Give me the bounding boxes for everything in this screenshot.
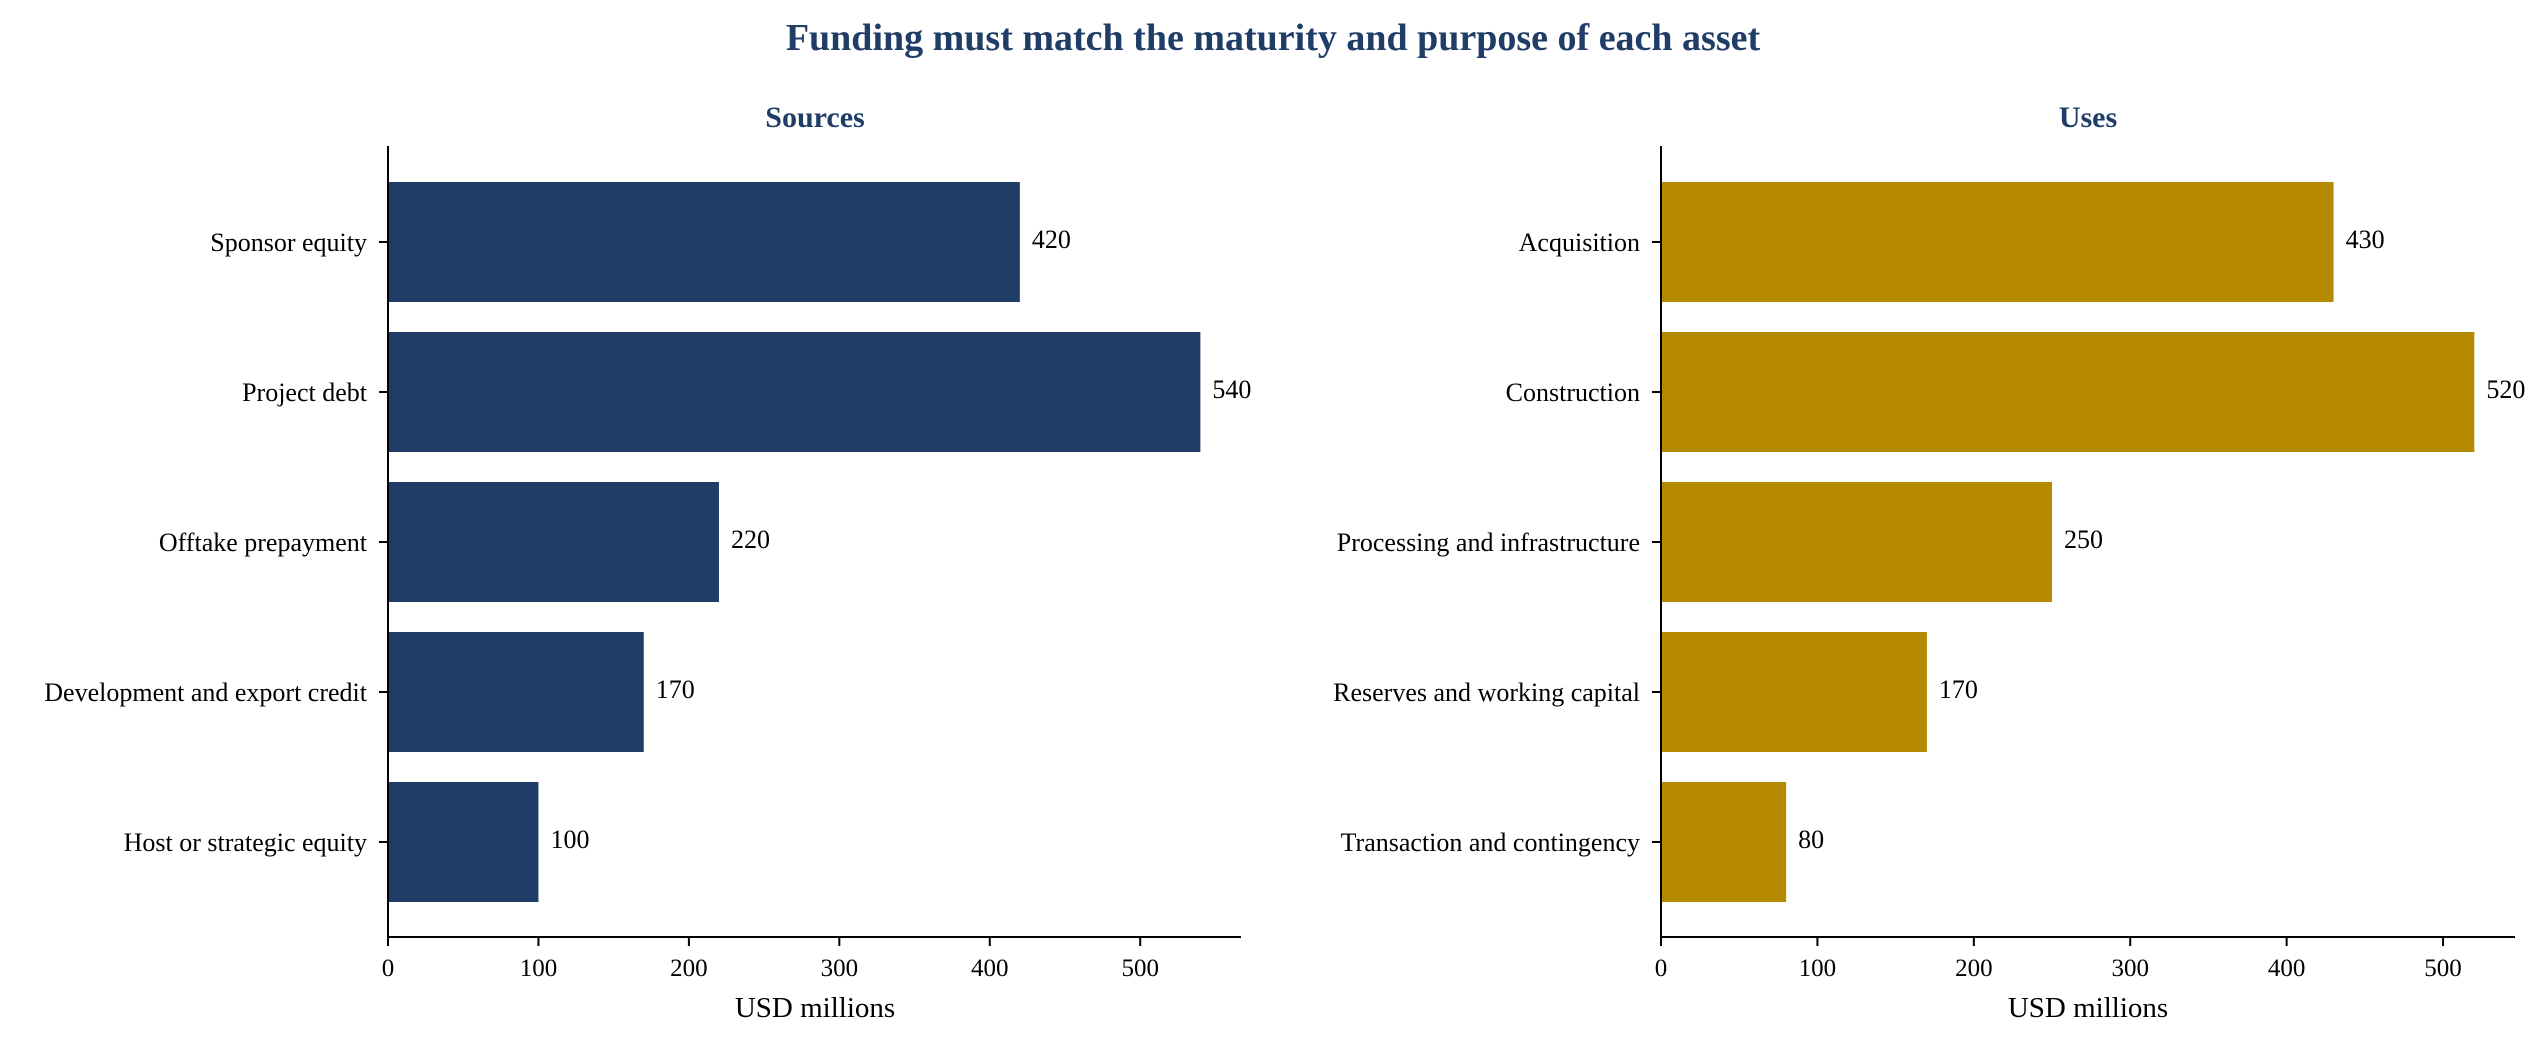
uses-x-tick-label: 0 (1655, 955, 1668, 982)
uses-category-labels: Acquisition Construction Processing and in… (1333, 228, 1661, 857)
uses-x-axis-label: USD millions (2008, 992, 2168, 1024)
sources-x-tick-label: 100 (520, 955, 558, 982)
uses-bars (1661, 182, 2475, 902)
sources-bar (388, 332, 1201, 452)
sources-x-tick-label: 500 (1121, 955, 1159, 982)
sources-category-label: Offtake prepayment (159, 528, 368, 557)
uses-x-tick-label: 300 (2111, 955, 2149, 982)
uses-x-ticks: 0 100 200 300 400 500 (1655, 937, 2462, 982)
sources-bars (388, 182, 1201, 902)
sources-category-label: Sponsor equity (210, 228, 367, 257)
uses-bar (1661, 482, 2053, 602)
sources-x-tick-label: 400 (971, 955, 1009, 982)
figure-title: Funding must match the maturity and purp… (786, 17, 1761, 59)
uses-value-label: 430 (2346, 225, 2385, 254)
sources-x-tick-label: 0 (382, 955, 395, 982)
uses-category-label: Processing and infrastructure (1337, 528, 1640, 557)
uses-bar (1661, 782, 1787, 902)
sources-category-label: Development and export credit (44, 678, 367, 707)
uses-bar (1661, 332, 2475, 452)
sources-x-ticks: 0 100 200 300 400 500 (382, 937, 1159, 982)
sources-x-axis-label: USD millions (735, 992, 895, 1024)
uses-value-label: 520 (2486, 375, 2525, 404)
sources-value-label: 170 (656, 675, 695, 704)
sources-panel-title: Sources (765, 101, 864, 134)
sources-x-tick-label: 200 (670, 955, 708, 982)
uses-x-tick-label: 500 (2424, 955, 2462, 982)
sources-category-label: Project debt (242, 378, 368, 407)
sources-x-tick-label: 300 (821, 955, 859, 982)
uses-value-labels: 430 520 250 170 80 (1798, 225, 2525, 854)
uses-bar (1661, 632, 1927, 752)
uses-category-label: Acquisition (1519, 228, 1640, 257)
sources-bar (388, 782, 539, 902)
uses-x-tick-label: 200 (1955, 955, 1993, 982)
sources-category-labels: Sponsor equity Project debt Offtake prepay… (44, 228, 388, 857)
uses-panel-title: Uses (2059, 101, 2117, 134)
uses-value-label: 250 (2064, 525, 2103, 554)
uses-category-label: Reserves and working capital (1333, 678, 1640, 707)
uses-value-label: 170 (1939, 675, 1978, 704)
uses-x-tick-label: 400 (2268, 955, 2306, 982)
sources-bar (388, 182, 1020, 302)
sources-category-label: Host or strategic equity (124, 828, 367, 857)
sources-bar (388, 482, 719, 602)
uses-x-tick-label: 100 (1799, 955, 1837, 982)
sources-value-label: 100 (550, 825, 589, 854)
sources-value-label: 540 (1212, 375, 1251, 404)
sources-bar (388, 632, 644, 752)
uses-panel: Uses Acquisition Construction Processing a… (1333, 101, 2525, 1024)
sources-value-label: 220 (731, 525, 770, 554)
sources-panel: Sources Sponsor equity Project debt Offtak… (44, 101, 1251, 1024)
sources-value-labels: 420 540 220 170 100 (550, 225, 1251, 854)
uses-bar (1661, 182, 2334, 302)
uses-category-label: Transaction and contingency (1341, 828, 1640, 857)
sources-value-label: 420 (1032, 225, 1071, 254)
uses-category-label: Construction (1506, 378, 1640, 407)
uses-value-label: 80 (1798, 825, 1824, 854)
